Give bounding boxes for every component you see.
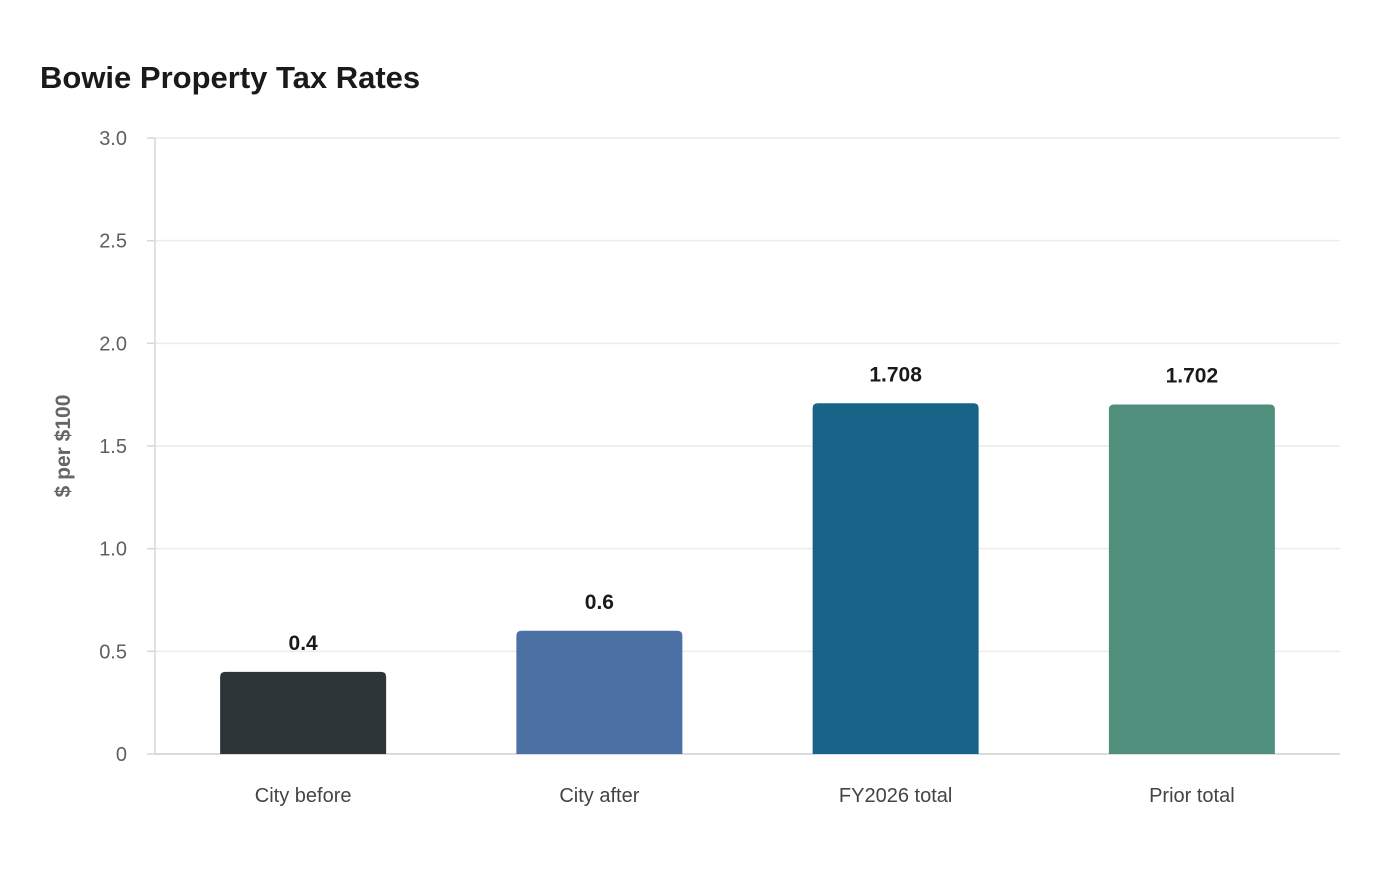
category-label: Prior total — [1149, 785, 1235, 807]
y-tick-label: 2.0 — [99, 333, 127, 355]
y-tick-labels: 0 0.5 1.0 1.5 2.0 2.5 3.0 — [99, 128, 127, 766]
chart-title: Bowie Property Tax Rates — [40, 60, 421, 95]
y-tick-label: 3.0 — [99, 128, 127, 150]
bar-fy2026-total — [812, 403, 979, 754]
category-label: FY2026 total — [839, 785, 952, 807]
bar-city-before — [220, 671, 387, 754]
value-label: 1.708 — [869, 363, 922, 386]
bars — [220, 403, 1275, 754]
category-label: City after — [559, 785, 639, 807]
value-label: 0.6 — [585, 591, 614, 614]
y-tick-label: 1.5 — [99, 436, 127, 458]
y-tick-label: 1.0 — [99, 539, 127, 561]
value-label: 1.702 — [1166, 365, 1219, 388]
y-tick-label: 2.5 — [99, 231, 127, 253]
value-label: 0.4 — [289, 632, 319, 655]
category-label: City before — [255, 785, 352, 807]
y-axis-title: $ per $100 — [52, 395, 75, 498]
y-tick-label: 0.5 — [99, 641, 127, 663]
bar-prior-total — [1108, 404, 1275, 754]
bar-city-after — [516, 630, 683, 754]
y-tick-label: 0 — [116, 744, 127, 766]
category-labels: City before City after FY2026 total Prior t… — [255, 785, 1235, 807]
value-labels: 0.4 0.6 1.708 1.702 — [289, 363, 1219, 655]
